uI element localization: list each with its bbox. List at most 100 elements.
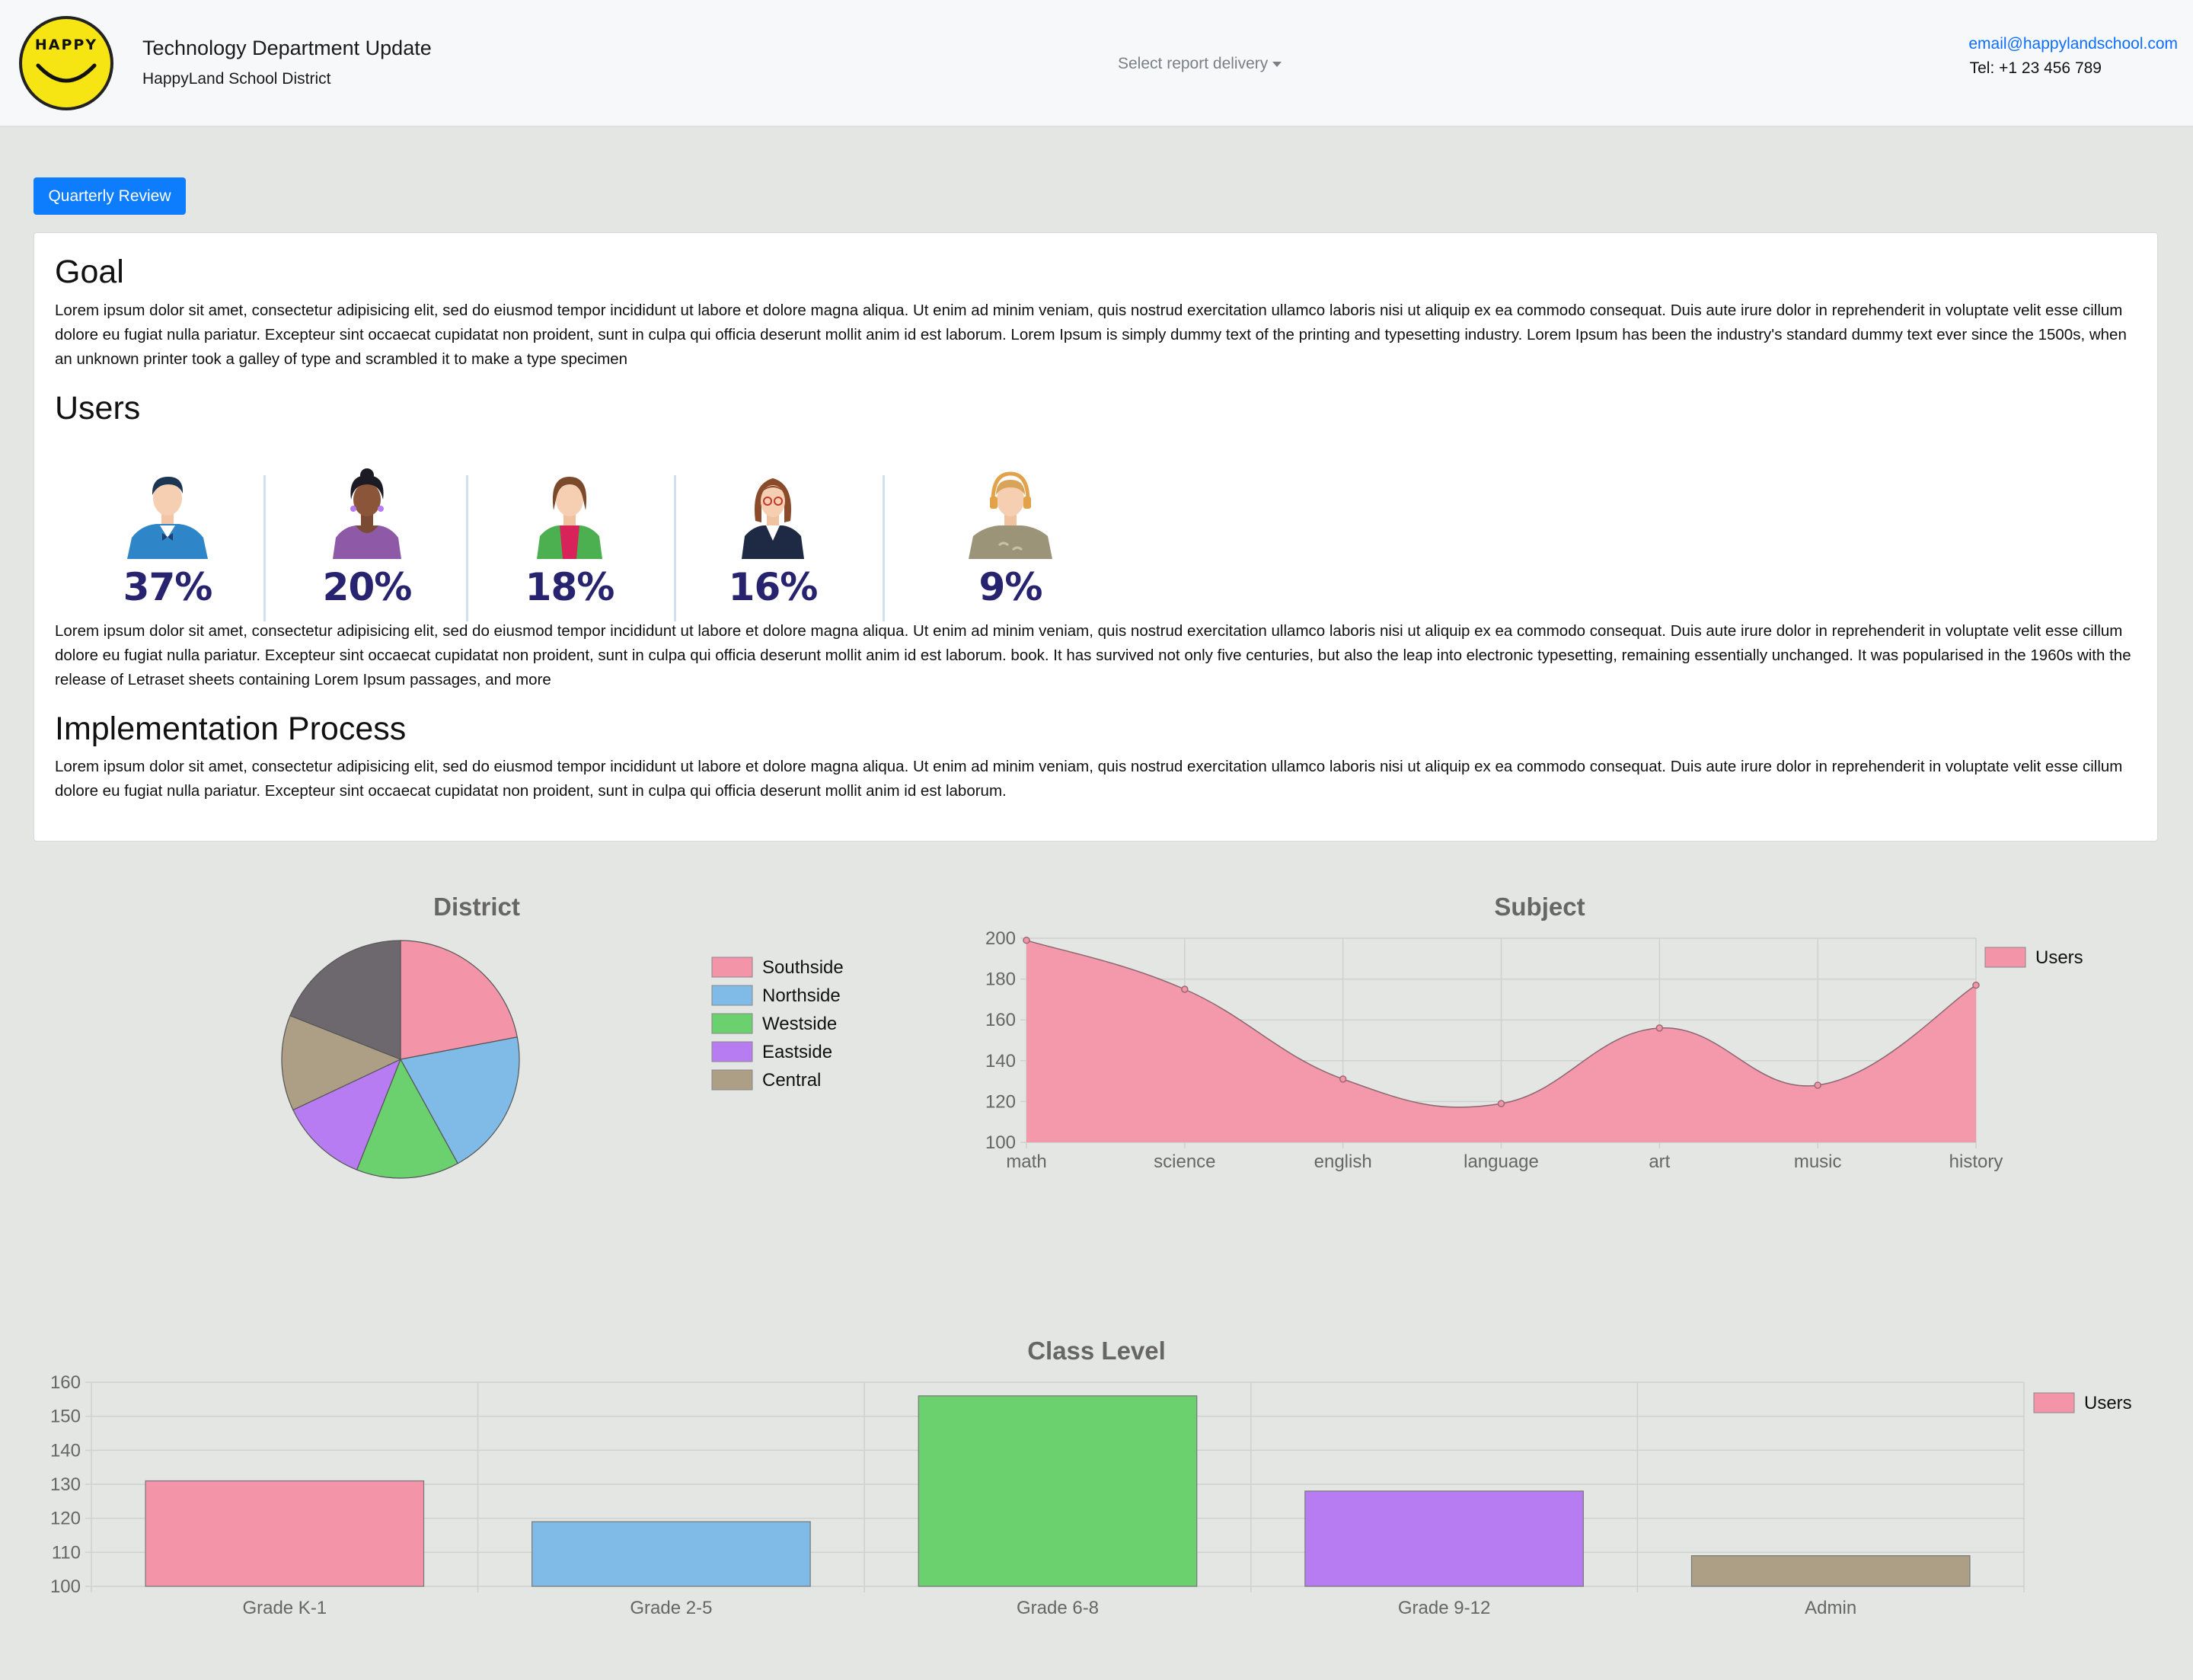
caret-down-icon	[1272, 61, 1282, 67]
legend-swatch	[1984, 947, 2026, 968]
goal-heading: Goal	[55, 254, 124, 290]
implementation-heading: Implementation Process	[55, 711, 407, 747]
chart-title: District	[433, 893, 520, 921]
legend-swatch	[711, 985, 753, 1006]
y-tick-label: 120	[50, 1509, 81, 1529]
x-tick-label: Admin	[1805, 1598, 1856, 1618]
legend-label: Eastside	[762, 1042, 832, 1062]
pie-slice	[356, 1058, 458, 1179]
x-tick-label: Grade 9-12	[1398, 1598, 1490, 1618]
pie-slice	[281, 1014, 402, 1111]
users-heading: Users	[55, 390, 141, 426]
user-stat: 37%	[118, 462, 217, 614]
legend-label: Users	[2084, 1393, 2132, 1413]
bar	[1304, 1490, 1584, 1587]
implementation-text: Lorem ipsum dolor sit amet, consectetur …	[55, 758, 2123, 800]
data-point	[1497, 1100, 1505, 1107]
chart-title: Subject	[1494, 893, 1585, 921]
users-text: Lorem ipsum dolor sit amet, consectetur …	[55, 622, 2131, 688]
user-percentage: 37%	[123, 565, 213, 609]
pie-slice	[400, 1036, 520, 1164]
user-stat: 20%	[318, 462, 417, 614]
user-percentage: 20%	[322, 565, 413, 609]
user-stat: 9%	[961, 462, 1060, 614]
user-stat: 18%	[520, 462, 619, 614]
chart-title: Class Level	[1027, 1337, 1166, 1365]
y-tick-label: 130	[50, 1474, 81, 1495]
y-tick-label: 180	[985, 969, 1016, 990]
bar	[531, 1521, 811, 1587]
x-tick-label: science	[1154, 1151, 1215, 1172]
y-tick-label: 100	[985, 1132, 1016, 1153]
data-point	[1655, 1024, 1664, 1032]
legend-swatch	[711, 1041, 753, 1062]
data-point	[1023, 936, 1030, 944]
bar	[145, 1480, 425, 1587]
area-fill	[1026, 940, 1976, 1142]
top-navbar: HAPPY Technology Department Update Happy…	[0, 0, 2193, 127]
y-tick-label: 200	[985, 928, 1016, 949]
bar	[1690, 1555, 1971, 1587]
x-tick-label: Grade K-1	[242, 1598, 327, 1618]
x-tick-label: art	[1649, 1151, 1670, 1172]
y-tick-label: 160	[985, 1010, 1016, 1030]
data-point	[1972, 981, 1980, 989]
user-stat: 16%	[723, 462, 822, 614]
legend-label: Central	[762, 1070, 821, 1091]
pie-slice	[289, 940, 401, 1060]
report-delivery-dropdown[interactable]: Select report delivery	[1118, 55, 1282, 73]
divider	[466, 475, 468, 621]
content-card: Goal Lorem ipsum dolor sit amet, consect…	[34, 232, 2158, 842]
subject-area-chart: Subject 100 120 140 160 180 200 math science eng…	[985, 893, 2083, 1172]
legend-swatch	[2033, 1392, 2075, 1413]
happy-logo[interactable]: HAPPY	[18, 15, 114, 111]
legend-label: Westside	[762, 1014, 837, 1034]
y-tick-label: 100	[50, 1576, 81, 1597]
data-point	[1814, 1081, 1821, 1089]
y-tick-label: 140	[50, 1440, 81, 1461]
y-tick-label: 160	[50, 1372, 81, 1393]
logo-text: HAPPY	[35, 37, 97, 53]
legend-swatch	[711, 1069, 753, 1091]
district-name: HappyLand School District	[142, 70, 331, 88]
pie-slice	[292, 1058, 402, 1171]
goal-text: Lorem ipsum dolor sit amet, consectetur …	[55, 302, 2127, 368]
legend-label: Northside	[762, 985, 841, 1006]
users-breakdown: 37% 20%	[49, 462, 1052, 621]
user-percentage: 18%	[525, 565, 615, 609]
user-percentage: 9%	[978, 565, 1043, 609]
y-tick-label: 140	[985, 1051, 1016, 1072]
support-agent-icon	[969, 471, 1052, 559]
x-tick-label: language	[1464, 1151, 1539, 1172]
x-tick-label: Grade 2-5	[630, 1598, 712, 1618]
legend-swatch	[711, 957, 753, 978]
data-point	[1181, 985, 1189, 993]
x-tick-label: music	[1794, 1151, 1842, 1172]
x-tick-label: math	[1006, 1151, 1046, 1172]
legend-label: Southside	[762, 957, 844, 978]
legend-swatch	[711, 1013, 753, 1034]
businesswoman-icon	[742, 478, 804, 559]
report-title: Technology Department Update	[142, 37, 432, 59]
contact-email-link[interactable]: email@happylandschool.com	[1968, 35, 2178, 53]
student-icon	[537, 477, 602, 559]
divider	[263, 475, 266, 621]
divider	[674, 475, 676, 621]
user-percentage: 16%	[728, 565, 819, 609]
x-tick-label: history	[1949, 1151, 2003, 1172]
businessman-icon	[127, 477, 208, 559]
bar	[918, 1395, 1198, 1587]
class-level-bar-chart: Class Level 100 110 120 130 140 150 160 Grade K…	[50, 1337, 2132, 1618]
district-pie-chart: District Southside Northside Westside Easts…	[281, 893, 844, 1179]
pie-slice	[400, 940, 518, 1060]
woman-icon	[333, 468, 401, 559]
y-tick-label: 110	[52, 1542, 81, 1563]
x-tick-label: Grade 6-8	[1017, 1598, 1099, 1618]
x-tick-label: english	[1314, 1151, 1372, 1172]
quarterly-review-button[interactable]: Quarterly Review	[34, 177, 186, 215]
y-tick-label: 150	[50, 1407, 81, 1427]
report-delivery-label: Select report delivery	[1118, 55, 1269, 72]
divider	[883, 475, 885, 621]
y-tick-label: 120	[985, 1091, 1016, 1112]
data-point	[1339, 1075, 1347, 1083]
